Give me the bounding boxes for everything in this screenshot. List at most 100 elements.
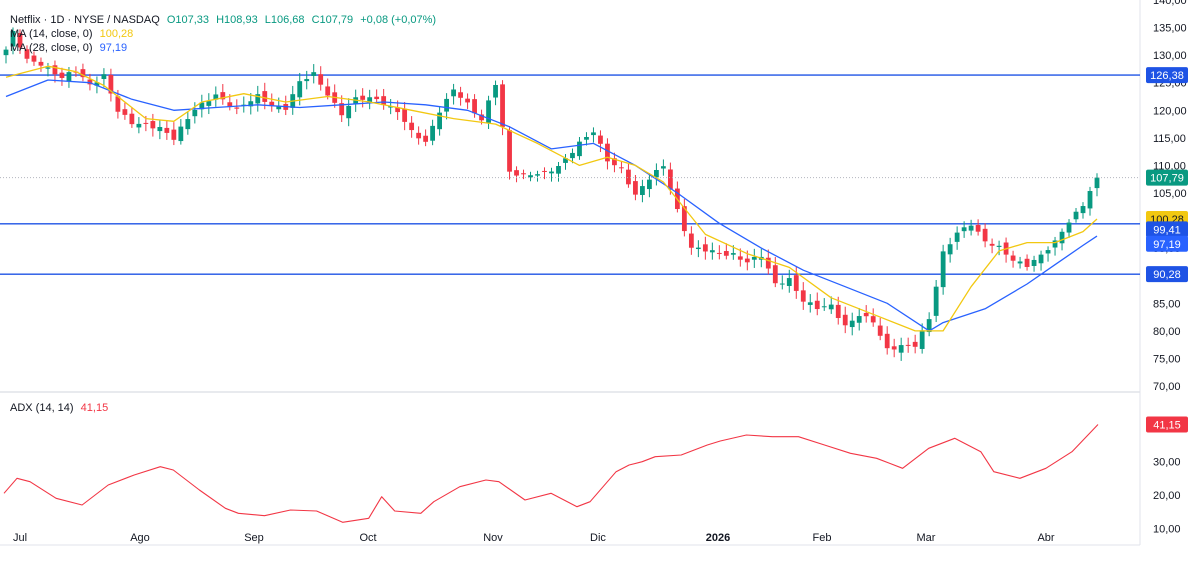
candle-body (737, 256, 743, 260)
ma14-line (5, 65, 1098, 332)
candle-body (521, 173, 526, 175)
candle-body (905, 344, 911, 346)
candle-body (514, 170, 519, 176)
y-tick-label: 140,00 (1153, 0, 1187, 7)
candle-body (122, 109, 128, 115)
candle-body (213, 94, 219, 100)
candle-body (472, 99, 477, 114)
close-value: C107,79 (311, 14, 354, 26)
candle-body (395, 107, 401, 113)
candle-body (157, 127, 163, 132)
candle-body (884, 333, 890, 349)
candle-body (416, 132, 422, 139)
candle-body (381, 96, 387, 106)
candle-body (751, 256, 757, 260)
candle-body (444, 98, 449, 112)
candle-body (479, 114, 484, 121)
candle-body (318, 74, 324, 85)
candle-body (199, 102, 205, 110)
last-price-badge (1146, 169, 1188, 186)
candle-body (800, 290, 806, 302)
candle-body (3, 49, 9, 56)
candle-body (605, 143, 610, 162)
candle-body (423, 135, 429, 142)
y-tick-label: 135,00 (1153, 23, 1187, 35)
ma28-label: MA (28, close, 0) (10, 42, 93, 54)
symbol-label: Netflix · 1D · NYSE / NASDAQ (10, 14, 160, 26)
candle-body (192, 109, 198, 117)
candle-body (31, 55, 37, 62)
candle-body (975, 224, 981, 232)
y-tick-label: 75,00 (1153, 353, 1181, 365)
candle-body (654, 170, 659, 178)
adx-line (3, 424, 1099, 523)
candle-body (115, 96, 121, 112)
candle-body (528, 175, 533, 178)
level-badge-text: 126,38 (1150, 70, 1184, 82)
candle-body (968, 225, 974, 231)
y-tick-label: 105,00 (1153, 188, 1187, 200)
candle-body (681, 206, 687, 232)
candle-body (989, 243, 995, 246)
candle-body (1052, 240, 1058, 248)
candle-body (842, 314, 848, 326)
candle-body (688, 233, 694, 248)
x-tick-label: Jul (13, 532, 27, 544)
ma28-value: 97,19 (99, 42, 128, 54)
candle-body (339, 103, 345, 116)
candle-body (402, 108, 408, 122)
candle-body (1031, 259, 1037, 266)
candle-body (1038, 254, 1044, 264)
adx-legend[interactable]: ADX (14, 14) 41,15 (10, 401, 112, 415)
last-price-badge-text: 107,79 (1150, 173, 1184, 185)
candle-body (80, 69, 86, 78)
candle-body (248, 101, 254, 107)
candle-body (500, 84, 505, 127)
candle-body (304, 79, 310, 82)
candle-body (709, 250, 715, 253)
candle-body (807, 302, 813, 305)
adx-y-tick-label: 20,00 (1153, 490, 1181, 502)
candle-body (821, 306, 827, 308)
candle-body (1010, 255, 1016, 261)
ma28-legend[interactable]: MA (28, close, 0) 97,19 (10, 41, 131, 55)
candle-body (863, 312, 869, 317)
low-value: L106,68 (264, 14, 305, 26)
candle-body (206, 101, 212, 106)
candle-body (1059, 231, 1065, 244)
candle-body (633, 181, 638, 195)
y-tick-label: 70,00 (1153, 381, 1181, 393)
candle-body (1080, 206, 1086, 214)
candle-body (933, 286, 939, 316)
candle-body (486, 100, 491, 123)
ma14-legend[interactable]: MA (14, close, 0) 100,28 (10, 27, 137, 41)
x-tick-label: Mar (917, 532, 936, 544)
candle-body (1017, 261, 1023, 264)
candle-body (276, 105, 282, 110)
candle-body (954, 232, 960, 242)
candle-body (465, 98, 470, 103)
candle-body (716, 252, 722, 254)
candle-body (772, 265, 778, 284)
candle-body (374, 96, 380, 100)
candle-body (1094, 177, 1100, 189)
candle-body (136, 123, 142, 128)
candle-body (269, 101, 275, 107)
adx-badge-text: 41,15 (1153, 420, 1181, 432)
candle-body (856, 316, 862, 323)
candle-body (940, 251, 946, 288)
candle-body (325, 86, 331, 96)
x-tick-label: Feb (813, 532, 832, 544)
candle-body (255, 94, 261, 104)
candle-body (870, 316, 876, 323)
candle-body (24, 49, 30, 59)
candle-body (647, 179, 652, 190)
candle-body (367, 97, 373, 104)
candle-body (619, 167, 624, 169)
candle-body (877, 325, 883, 336)
ma28-badge-text: 97,19 (1153, 239, 1181, 251)
candle-body (982, 228, 988, 242)
candle-body (744, 258, 750, 263)
candle-body (143, 122, 149, 124)
